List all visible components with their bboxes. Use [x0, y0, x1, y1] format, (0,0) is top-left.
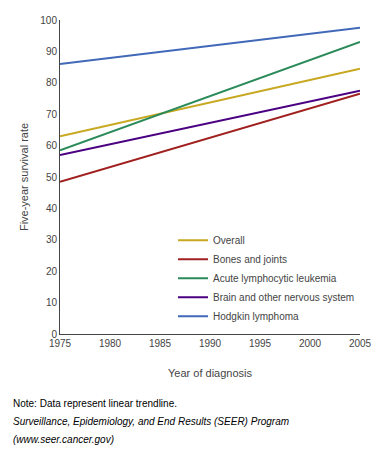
svg-text:70: 70 — [46, 109, 58, 120]
svg-text:20: 20 — [46, 266, 58, 277]
svg-text:2000: 2000 — [299, 338, 322, 349]
svg-text:60: 60 — [46, 140, 58, 151]
svg-text:Overall: Overall — [213, 235, 245, 246]
svg-text:Acute lymphocytic leukemia: Acute lymphocytic leukemia — [213, 273, 337, 284]
svg-text:0: 0 — [51, 329, 57, 340]
svg-text:Note: Data represent linear tr: Note: Data represent linear trendline. — [13, 398, 177, 409]
svg-text:100: 100 — [40, 15, 57, 26]
svg-text:Bones and joints: Bones and joints — [213, 254, 287, 265]
svg-text:2005: 2005 — [349, 338, 372, 349]
svg-text:1975: 1975 — [49, 338, 72, 349]
svg-text:Hodgkin lymphoma: Hodgkin lymphoma — [213, 311, 299, 322]
svg-text:Five-year survival rate: Five-year survival rate — [18, 123, 30, 231]
svg-text:50: 50 — [46, 172, 58, 183]
svg-text:30: 30 — [46, 234, 58, 245]
svg-text:90: 90 — [46, 46, 58, 57]
svg-text:1980: 1980 — [99, 338, 122, 349]
svg-text:Surveillance, Epidemiology, an: Surveillance, Epidemiology, and End Resu… — [13, 416, 289, 427]
svg-text:10: 10 — [46, 297, 58, 308]
svg-text:1985: 1985 — [149, 338, 172, 349]
svg-text:Brain and other nervous system: Brain and other nervous system — [213, 292, 354, 303]
svg-text:1990: 1990 — [199, 338, 222, 349]
svg-text:40: 40 — [46, 203, 58, 214]
svg-text:80: 80 — [46, 77, 58, 88]
svg-text:(www.seer.cancer.gov): (www.seer.cancer.gov) — [13, 434, 114, 445]
svg-text:Year of diagnosis: Year of diagnosis — [168, 367, 252, 379]
svg-text:1995: 1995 — [249, 338, 272, 349]
